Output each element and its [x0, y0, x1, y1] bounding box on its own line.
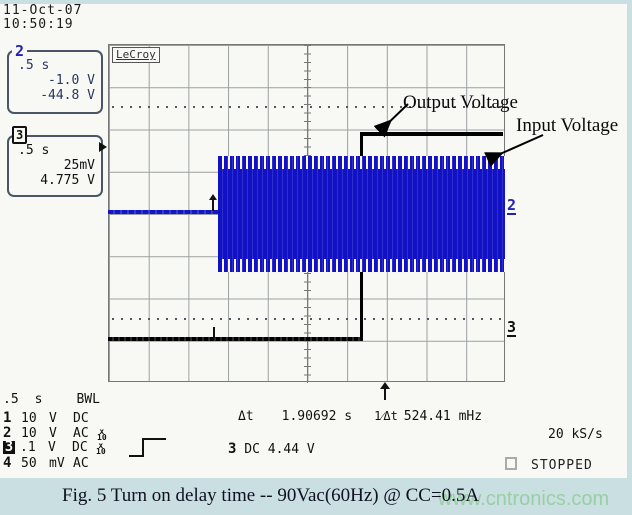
trigger-point-marker-icon	[209, 194, 217, 211]
trigger-edge-icon	[129, 438, 166, 457]
delta-t-label: Δt	[238, 409, 254, 424]
delta-t-value: 1.90692 s	[281, 409, 353, 424]
output-voltage-label: Output Voltage	[403, 92, 518, 113]
channel3-readout: 3.1 V DC x 10	[3, 439, 106, 456]
stop-icon	[505, 457, 517, 470]
time-text: 10:50:19	[3, 17, 74, 32]
output-voltage-trace-high	[360, 132, 503, 136]
date-text: 11-Oct-07	[3, 3, 83, 18]
scope-screen: 11-Oct-07 10:50:19 2 .5 s -1.0 V -44.8 V…	[0, 4, 627, 478]
trace2-number: 2	[12, 42, 28, 60]
input-voltage-trace-band	[218, 156, 505, 272]
cursor-dotted-line-bottom	[112, 318, 503, 320]
probe-x10-icon: x 10	[97, 427, 107, 442]
trace3-value1: 25mV	[63, 158, 95, 173]
output-voltage-trace-low	[108, 337, 362, 341]
output-voltage-glitch	[213, 327, 215, 338]
trace2-timebase: .5 s	[18, 58, 50, 73]
inverse-delta-t-label: 1⁄Δt	[374, 409, 398, 423]
bwl-indicator: BWL	[76, 392, 100, 407]
trace3-info-box: 3 .5 s 25mV 4.775 V	[7, 126, 103, 197]
trace3-value2: 4.775 V	[40, 173, 95, 188]
input-voltage-arrow-icon	[484, 134, 544, 167]
trace3-grid-label: 3	[507, 318, 517, 337]
trace3-timebase: .5 s	[18, 143, 50, 158]
input-voltage-label: Input Voltage	[516, 115, 619, 136]
trace2-info-box: 2 .5 s -1.0 V -44.8 V	[7, 42, 103, 114]
trigger-level-readout: 3 DC 4.44 V	[228, 441, 315, 457]
delta-t-readout: Δt 1.90692 s 1⁄Δt 524.41 mHz	[238, 409, 482, 424]
trace2-grid-label: 2	[507, 196, 517, 215]
inverse-delta-t-value: 524.41 mHz	[403, 409, 483, 424]
channel4-readout: 4 50 mV AC	[3, 455, 89, 471]
figure-caption: Fig. 5 Turn on delay time -- 90Vac(60Hz)…	[62, 485, 480, 506]
timebase-readout: .5 s BWL	[3, 392, 100, 407]
watermark: www.cntronics.com	[438, 488, 610, 510]
cursor-dotted-line-top	[112, 106, 502, 108]
trace-level-marker-icon	[99, 142, 107, 152]
lecroy-logo: LeCroy	[112, 47, 160, 63]
sample-rate-readout: 20 kS/s	[548, 427, 603, 442]
channel1-readout: 1 10 V DC	[3, 410, 89, 426]
trace2-value2: -44.8 V	[40, 88, 95, 103]
channel2-readout: 2 10 V AC x 10	[3, 425, 107, 442]
trigger-delay-arrow-icon	[380, 382, 390, 400]
output-voltage-arrow-icon	[373, 103, 409, 138]
trace3-number: 3	[12, 126, 28, 144]
acquisition-status: STOPPED	[505, 457, 593, 473]
input-voltage-trace-flat	[108, 210, 218, 214]
datetime: 11-Oct-07 10:50:19	[3, 4, 82, 32]
probe-x10-icon: x 10	[96, 441, 106, 456]
trace2-value1: -1.0 V	[48, 73, 95, 88]
